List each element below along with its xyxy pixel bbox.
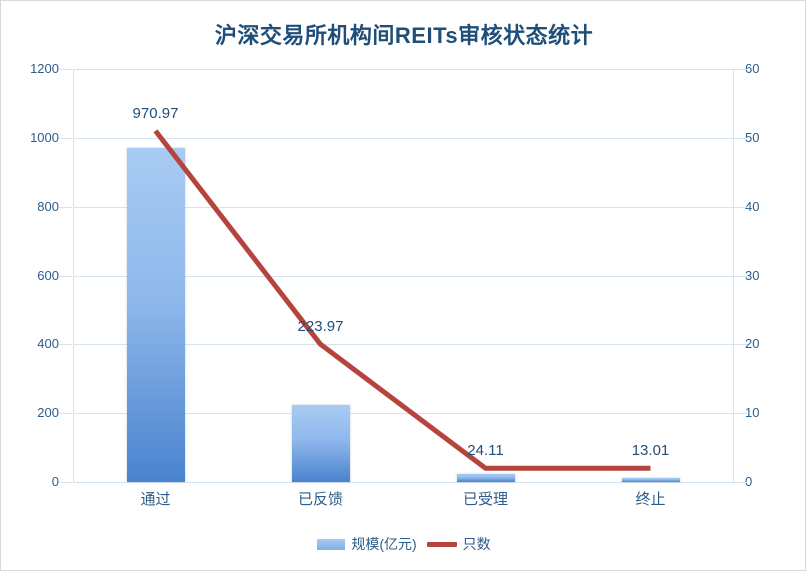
y-axis-left-tick-mark <box>59 275 72 277</box>
y-axis-left-tick-label: 1000 <box>30 129 59 145</box>
line-path <box>153 129 651 471</box>
y-axis-right-tick-mark <box>734 413 747 415</box>
y-axis-right-tick-mark <box>734 69 747 70</box>
y-axis-left-tick-mark <box>59 482 72 483</box>
chart-title: 沪深交易所机构间REITs审核状态统计 <box>214 23 594 48</box>
x-axis-tick-label: 已受理 <box>462 491 508 508</box>
y-axis-right-tick-label: 50 <box>745 129 760 145</box>
y-axis-left-tick-mark <box>59 413 72 415</box>
bar-swatch-icon <box>317 538 346 550</box>
y-axis-left-tick-mark <box>59 206 72 208</box>
y-axis-left-tick-label: 400 <box>37 336 59 352</box>
line-series <box>153 129 651 471</box>
x-axis-tick-label: 终止 <box>635 491 666 508</box>
y-axis-right-tick-mark <box>734 344 747 346</box>
x-axis-tick-label: 通过 <box>140 491 171 508</box>
bar[interactable] <box>456 473 515 482</box>
y-axis-right-tick-label: 20 <box>745 336 760 352</box>
y-axis-right-line <box>733 69 734 483</box>
gridline <box>73 206 733 208</box>
bar-value-label: 223.97 <box>297 318 344 336</box>
gridline <box>73 137 733 139</box>
bar[interactable] <box>621 477 680 482</box>
y-axis-left-tick-label: 200 <box>37 405 59 421</box>
y-axis-right-tick-mark <box>734 482 747 483</box>
chart-legend: 规模(亿元) 只数 <box>1 536 806 552</box>
legend-item-line[interactable]: 只数 <box>426 536 491 552</box>
legend-label-bar: 规模(亿元) <box>351 536 417 552</box>
y-axis-left-tick-mark <box>59 69 72 70</box>
legend-label-line: 只数 <box>462 536 491 552</box>
y-axis-right-tick-mark <box>734 137 747 139</box>
y-axis-left-tick-label: 800 <box>37 198 59 214</box>
y-axis-right-tick-label: 40 <box>745 198 760 214</box>
bar-value-label: 13.01 <box>631 442 670 460</box>
y-axis-left-tick-mark <box>59 137 72 139</box>
y-axis-left-tick-label: 1200 <box>30 61 59 76</box>
gridline <box>73 275 733 277</box>
bar[interactable] <box>291 404 350 482</box>
y-axis-left-tick-label: 600 <box>37 267 59 283</box>
gridline <box>73 69 733 70</box>
y-axis-right-tick-label: 30 <box>745 267 760 283</box>
line-swatch-icon <box>426 541 457 547</box>
y-axis-right-tick-label: 60 <box>745 61 760 76</box>
bar[interactable] <box>126 147 185 482</box>
y-axis-right-tick-label: 0 <box>745 474 753 489</box>
y-axis-left-tick-mark <box>59 344 72 346</box>
gridline <box>73 482 733 483</box>
y-axis-left-tick-label: 0 <box>51 474 59 489</box>
x-axis-tick-label: 已反馈 <box>297 491 343 508</box>
y-axis-right-tick-mark <box>734 275 747 277</box>
y-axis-right-tick-label: 10 <box>745 405 760 421</box>
gridline <box>73 413 733 415</box>
bar-value-label: 970.97 <box>132 104 179 122</box>
legend-item-bar[interactable]: 规模(亿元) <box>317 536 417 552</box>
bar-value-label: 24.11 <box>467 442 504 460</box>
plot-area <box>73 69 733 483</box>
y-axis-right-tick-mark <box>734 206 747 208</box>
gridline <box>73 344 733 346</box>
